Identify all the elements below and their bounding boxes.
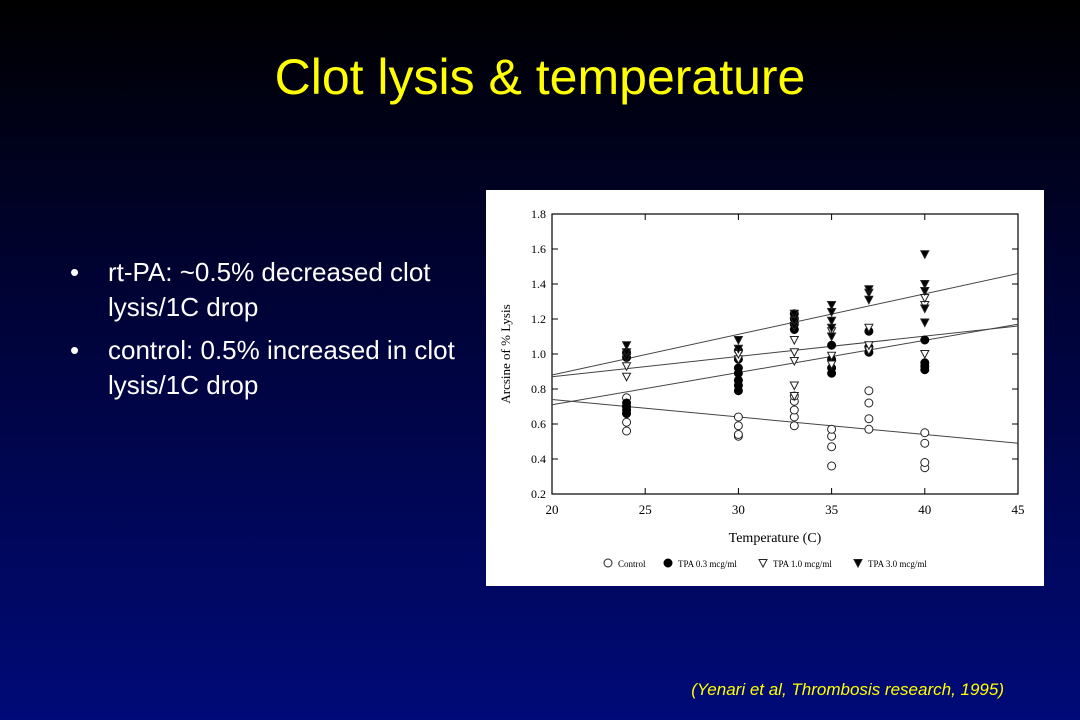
legend-label: TPA 3.0 mcg/ml [868, 559, 927, 569]
data-point [789, 392, 800, 402]
data-point [864, 414, 874, 424]
bullet-dot-icon: • [70, 335, 80, 365]
data-point [864, 398, 874, 408]
data-point [920, 428, 930, 438]
data-point [919, 350, 930, 360]
data-point [789, 421, 799, 431]
data-point [919, 250, 930, 260]
data-point [733, 430, 743, 439]
data-point [789, 357, 800, 367]
data-point [826, 351, 837, 361]
bullet-text: control: 0.5% increased in clot lysis/1C… [108, 335, 455, 400]
fit-line [551, 273, 1019, 376]
y-tick-label: 1.6 [531, 242, 546, 256]
legend-marker [603, 558, 613, 568]
data-point [789, 336, 800, 346]
data-point [827, 461, 837, 471]
data-point [864, 424, 874, 434]
data-point [733, 412, 743, 422]
data-point [622, 398, 632, 408]
x-tick-label: 20 [546, 502, 559, 517]
data-point [733, 344, 744, 354]
data-point [622, 426, 632, 436]
fit-line [551, 399, 1019, 444]
data-point [919, 304, 930, 314]
data-point [622, 417, 632, 427]
data-point [864, 341, 874, 351]
y-axis-label: Arcsine of % Lysis [498, 304, 513, 403]
citation: (Yenari et al, Thrombosis research, 1995… [691, 680, 1004, 699]
bullet-dot-icon: • [70, 257, 80, 287]
data-point [789, 405, 799, 415]
y-tick-label: 1.0 [531, 347, 546, 361]
x-tick-label: 25 [639, 502, 652, 517]
x-tick-label: 40 [918, 502, 931, 517]
data-point [733, 421, 743, 431]
data-point [920, 458, 930, 467]
y-tick-label: 1.8 [531, 207, 546, 221]
bullet-item: • control: 0.5% increased in clot lysis/1… [70, 333, 460, 403]
y-tick-label: 1.2 [531, 312, 546, 326]
x-axis-label: Temperature (C) [729, 531, 822, 546]
data-point [827, 442, 837, 452]
legend-label: TPA 0.3 mcg/ml [678, 559, 737, 569]
data-point [920, 438, 930, 448]
data-point [919, 280, 930, 290]
slide-title: Clot lysis & temperature [274, 49, 806, 105]
data-point [920, 335, 930, 345]
data-point [789, 309, 800, 319]
data-point [826, 301, 837, 311]
legend-marker [853, 559, 863, 569]
data-point [864, 285, 874, 295]
legend-marker [663, 558, 673, 568]
scatter-chart: 20 25 30 35 40 45 0.2 0.4 0.6 0.8 1.0 1.2 1.4 1.6 1.8 T… [486, 190, 1044, 586]
data-point [920, 358, 930, 368]
legend-label: Control [618, 559, 646, 569]
data-point [826, 360, 837, 370]
y-tick-label: 0.2 [531, 487, 546, 501]
bullet-text: rt-PA: ~0.5% decreased clot lysis/1C dro… [108, 257, 431, 322]
data-point [827, 424, 837, 434]
data-point [789, 348, 800, 358]
data-point [864, 386, 874, 396]
y-tick-label: 1.4 [531, 277, 546, 291]
fit-line [551, 323, 1019, 406]
data-point [789, 381, 800, 391]
data-point [826, 332, 837, 342]
data-point [919, 318, 930, 328]
legend-label: TPA 1.0 mcg/ml [773, 559, 832, 569]
data-point [621, 362, 632, 372]
y-tick-label: 0.8 [531, 382, 546, 396]
data-point [733, 363, 743, 373]
x-tick-label: 45 [1012, 502, 1025, 517]
y-tick-label: 0.6 [531, 417, 546, 431]
x-tick-label: 30 [732, 502, 745, 517]
fit-line [551, 325, 1019, 378]
data-point [827, 340, 837, 350]
chart-svg: 20 25 30 35 40 45 0.2 0.4 0.6 0.8 1.0 1.2 1.4 1.6 1.8 T… [498, 207, 1025, 569]
y-tick-label: 0.4 [531, 452, 546, 466]
data-point [621, 372, 632, 382]
bullet-list: • rt-PA: ~0.5% decreased clot lysis/1C dr… [70, 255, 460, 411]
data-point [864, 323, 874, 333]
plot-frame [551, 213, 1019, 495]
legend-marker [758, 559, 768, 569]
data-point [826, 316, 837, 326]
x-tick-label: 35 [825, 502, 838, 517]
data-point [733, 336, 744, 346]
data-point [621, 341, 632, 351]
bullet-item: • rt-PA: ~0.5% decreased clot lysis/1C dr… [70, 255, 460, 325]
